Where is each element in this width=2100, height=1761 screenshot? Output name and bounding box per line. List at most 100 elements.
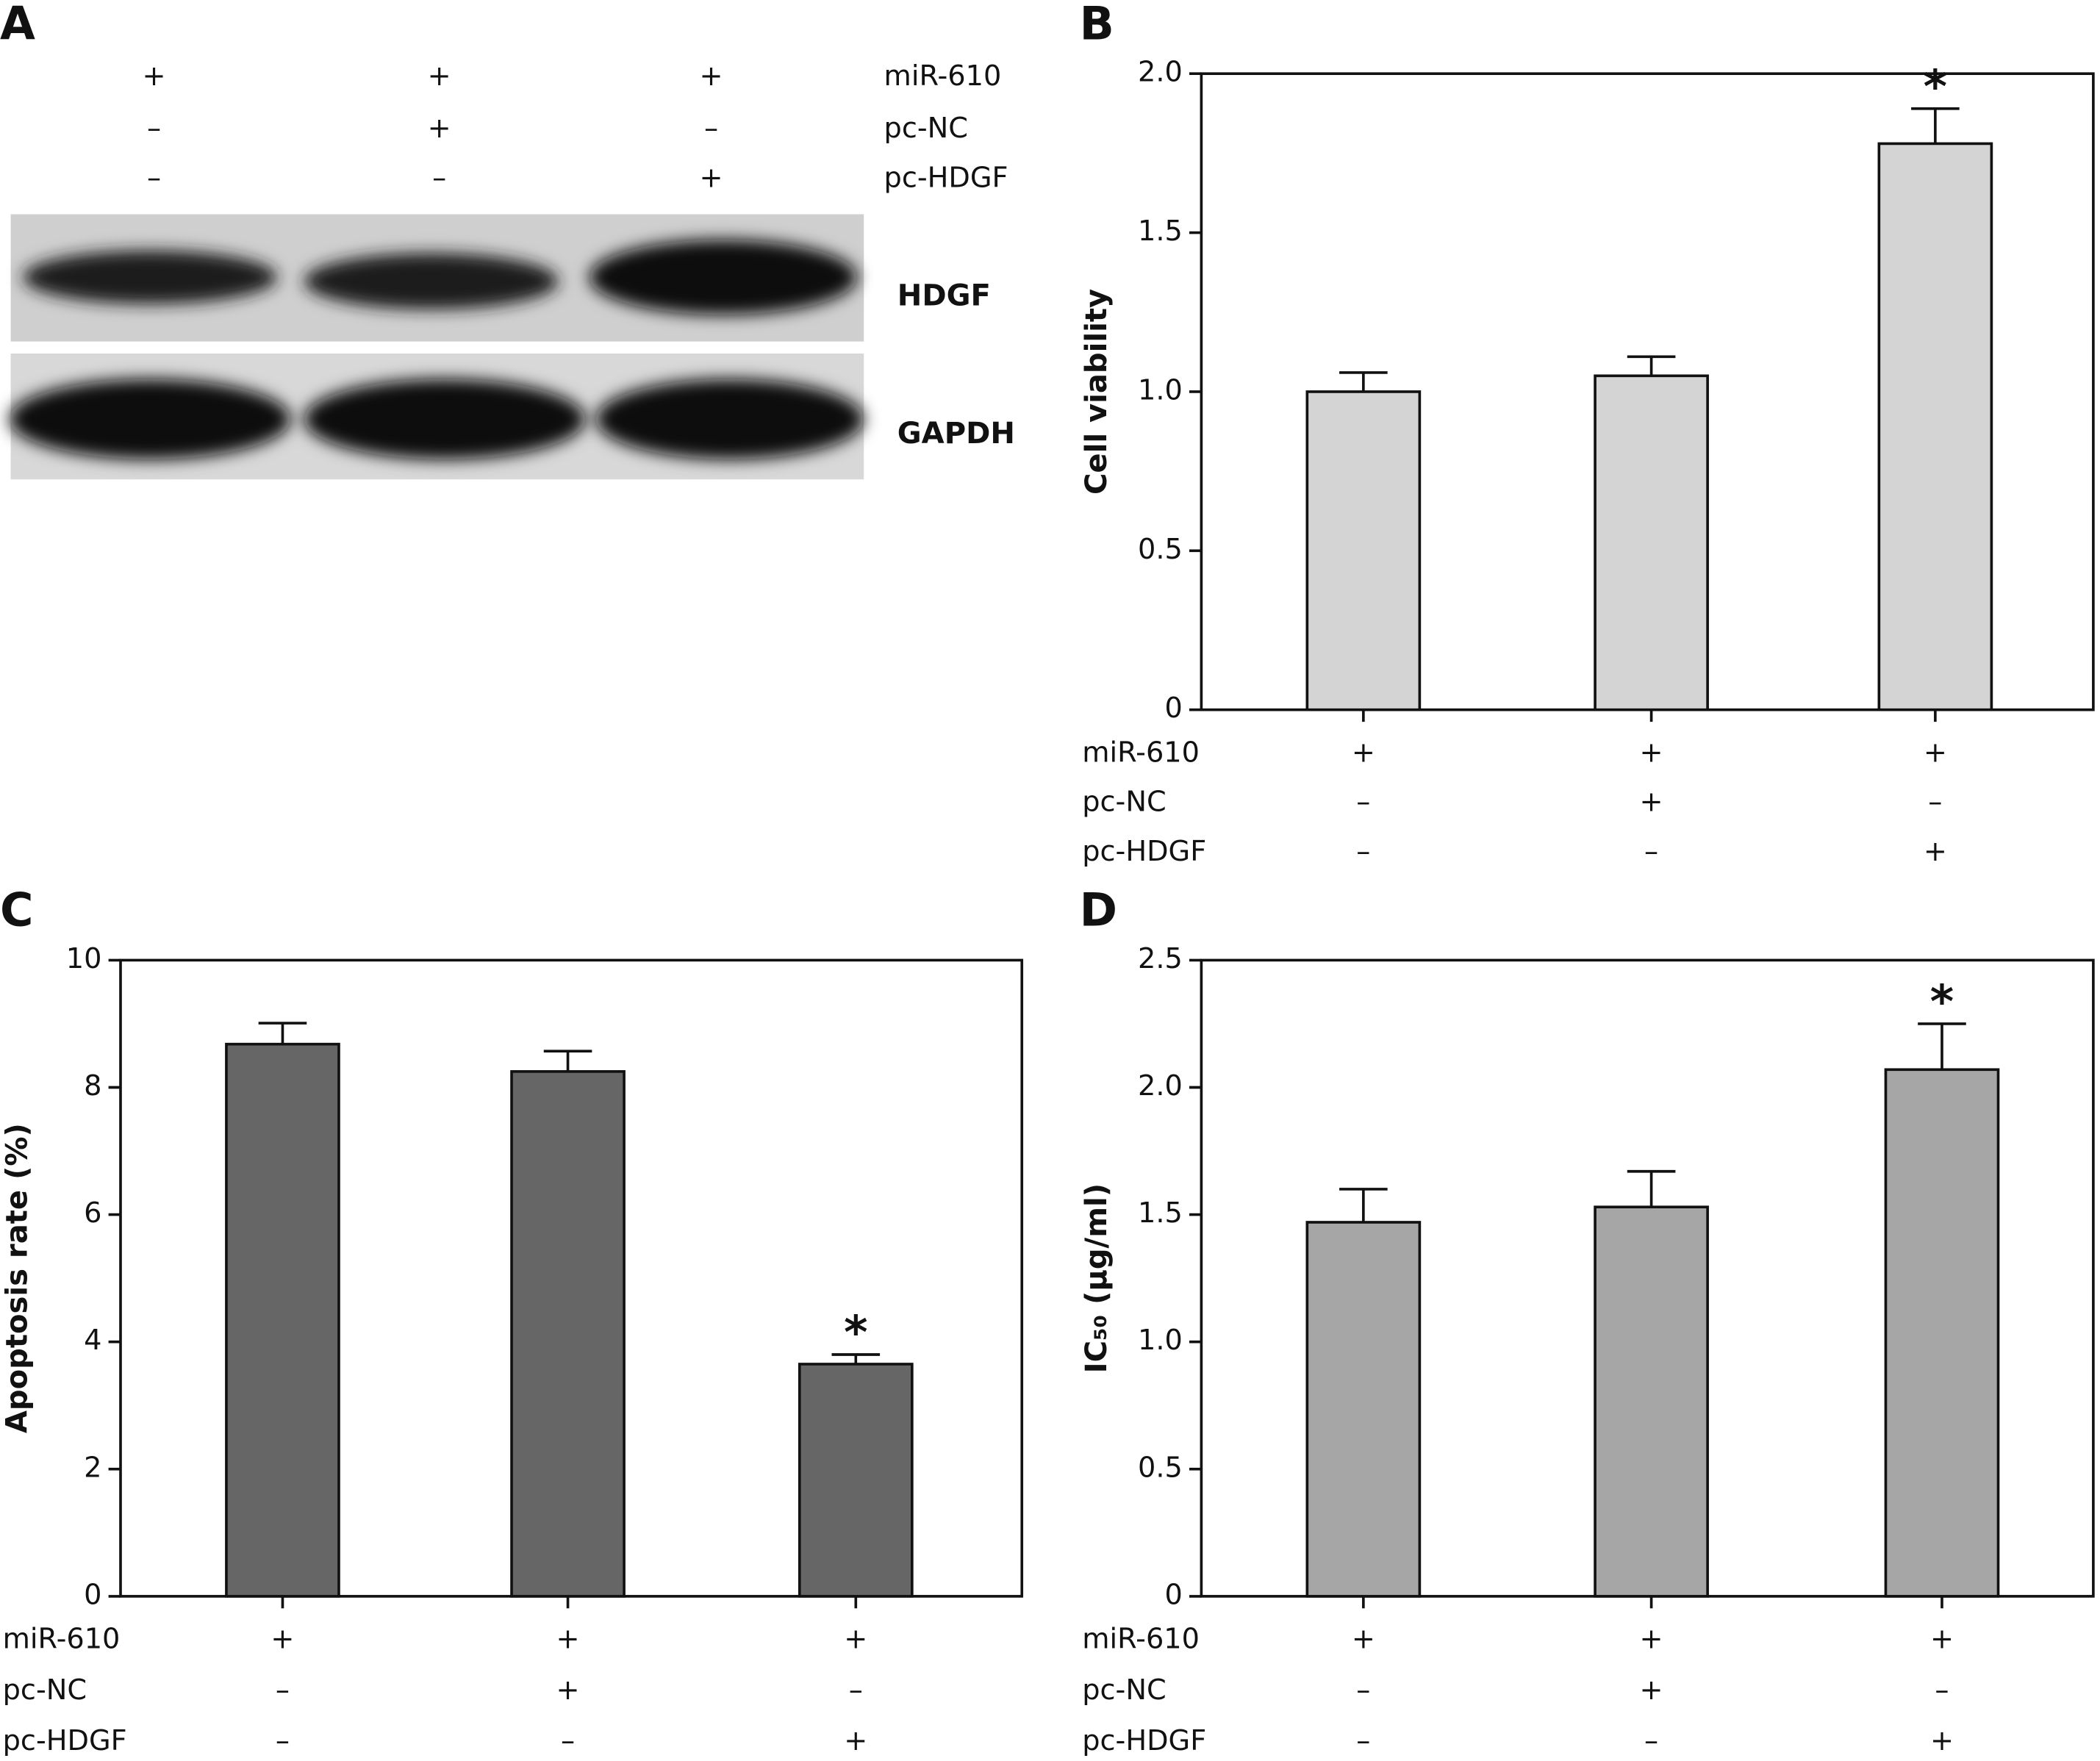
condition-label: miR-610 <box>1082 1623 1200 1656</box>
condition-symbol: + <box>428 60 451 93</box>
condition-label: pc-NC <box>884 112 968 145</box>
error-bar <box>1911 107 1960 144</box>
condition-symbol: – <box>1356 1674 1370 1707</box>
condition-symbol: – <box>1935 1674 1949 1707</box>
error-bar <box>258 1022 307 1044</box>
condition-symbol: + <box>270 1623 294 1656</box>
error-bar <box>1339 1188 1388 1222</box>
condition-label: pc-HDGF <box>1082 1724 1206 1757</box>
bar <box>1877 142 1993 711</box>
condition-symbol: + <box>143 60 166 93</box>
error-bar <box>1918 1022 1966 1070</box>
condition-symbol: + <box>1930 1724 1954 1757</box>
condition-label: miR-610 <box>884 60 1002 93</box>
y-tick-label: 0 <box>1165 1578 1183 1611</box>
y-tick-label: 2.5 <box>1138 942 1183 975</box>
y-axis-label: Cell viability <box>1080 289 1114 495</box>
y-tick-label: 0 <box>1165 692 1183 725</box>
y-tick-label: 0.5 <box>1138 533 1183 566</box>
condition-symbol: – <box>1644 1724 1658 1757</box>
error-bar <box>831 1353 881 1364</box>
y-tick-label: 0.5 <box>1138 1451 1183 1484</box>
condition-symbol: + <box>1930 1623 1954 1656</box>
condition-label: pc-NC <box>1082 1674 1166 1707</box>
condition-symbol: – <box>1356 835 1370 868</box>
bar <box>1884 1068 2000 1598</box>
panel-letter: D <box>1080 884 1117 937</box>
condition-symbol: + <box>699 60 723 93</box>
condition-label: pc-NC <box>1082 786 1166 819</box>
condition-label: pc-NC <box>3 1674 87 1707</box>
significance-mark: * <box>1924 60 1947 113</box>
bar <box>225 1042 340 1598</box>
condition-symbol: – <box>1356 786 1370 819</box>
condition-symbol: – <box>849 1674 863 1707</box>
y-tick-label: 2.0 <box>1138 56 1183 89</box>
condition-symbol: – <box>1928 786 1942 819</box>
condition-symbol: + <box>556 1623 580 1656</box>
condition-symbol: + <box>844 1623 867 1656</box>
y-tick-label: 0 <box>84 1578 101 1611</box>
condition-symbol: + <box>844 1724 867 1757</box>
condition-label: miR-610 <box>1082 736 1200 769</box>
y-tick-label: 1.5 <box>1138 215 1183 248</box>
panel-letter: C <box>0 884 33 937</box>
y-tick-label: 10 <box>66 942 102 975</box>
y-axis-label: Apoptosis rate (%) <box>1 1123 35 1433</box>
bar <box>1305 1221 1422 1598</box>
significance-mark: * <box>844 1307 867 1360</box>
blot: HDGF GAPDH <box>9 214 1015 480</box>
condition-symbol: + <box>699 162 723 195</box>
condition-label: pc-HDGF <box>884 162 1008 195</box>
y-tick-label: 2.0 <box>1138 1069 1183 1102</box>
panel-letter: B <box>1080 0 1114 51</box>
y-tick-label: 6 <box>84 1197 101 1230</box>
condition-symbol: – <box>561 1724 575 1757</box>
condition-label: pc-HDGF <box>3 1724 127 1757</box>
error-bar <box>543 1050 592 1072</box>
condition-symbol: + <box>1352 736 1375 769</box>
condition-symbol: + <box>556 1674 580 1707</box>
y-tick-label: 2 <box>84 1451 101 1484</box>
panel-letter: A <box>0 0 35 51</box>
condition-symbol: – <box>147 162 161 195</box>
band-label: HDGF <box>897 279 991 312</box>
bar <box>510 1070 626 1598</box>
y-tick-label: 4 <box>84 1324 101 1357</box>
band-row <box>9 379 864 459</box>
significance-mark: * <box>1930 976 1954 1029</box>
y-tick-label: 1.5 <box>1138 1197 1183 1230</box>
bar <box>1594 1205 1709 1598</box>
condition-symbol: + <box>1640 1623 1663 1656</box>
condition-symbol: – <box>276 1724 290 1757</box>
condition-symbol: – <box>1644 835 1658 868</box>
bar <box>798 1363 914 1598</box>
condition-symbol: – <box>432 162 446 195</box>
condition-symbol: + <box>1640 786 1663 819</box>
condition-symbol: + <box>1640 1674 1663 1707</box>
condition-symbol: + <box>1924 736 1947 769</box>
y-tick-label: 1.0 <box>1138 373 1183 406</box>
bar <box>1305 390 1422 711</box>
y-tick-label: 1.0 <box>1138 1324 1183 1357</box>
error-bar <box>1627 355 1676 376</box>
condition-symbol: + <box>1352 1623 1375 1656</box>
condition-symbol: – <box>147 112 161 145</box>
condition-symbol: – <box>704 112 718 145</box>
y-axis-label: IC₅₀ (µg/ml) <box>1080 1183 1114 1373</box>
error-bar <box>1627 1169 1676 1208</box>
bar <box>1594 374 1709 711</box>
condition-label: pc-HDGF <box>1082 835 1206 868</box>
condition-symbol: – <box>276 1674 290 1707</box>
band-row <box>22 240 858 315</box>
condition-label: miR-610 <box>3 1623 121 1656</box>
condition-symbol: + <box>428 112 451 145</box>
condition-symbol: + <box>1924 835 1947 868</box>
error-bar <box>1339 371 1388 392</box>
condition-symbol: – <box>1356 1724 1370 1757</box>
condition-symbol: + <box>1640 736 1663 769</box>
y-tick-label: 8 <box>84 1069 101 1102</box>
band-label: GAPDH <box>897 417 1015 451</box>
